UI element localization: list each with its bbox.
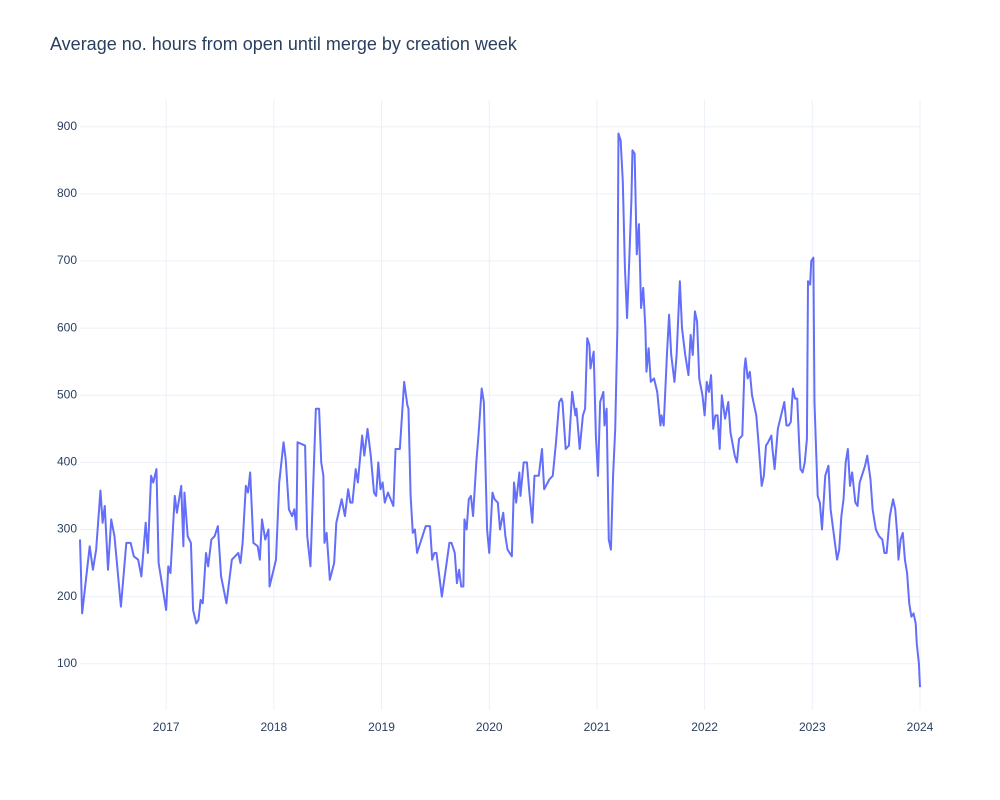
y-tick-label: 600: [57, 320, 77, 334]
x-tick-label: 2021: [584, 720, 611, 734]
y-tick-label: 900: [57, 119, 77, 133]
line-series: [79, 132, 921, 688]
y-tick-label: 500: [57, 387, 77, 401]
x-tick-label: 2020: [476, 720, 503, 734]
y-tick-label: 300: [57, 522, 77, 536]
y-tick-label: 200: [57, 589, 77, 603]
x-tick-label: 2022: [691, 720, 718, 734]
chart-title: Average no. hours from open until merge …: [50, 34, 518, 54]
y-tick-label: 100: [57, 656, 77, 670]
y-tick-label: 400: [57, 455, 77, 469]
x-tick-label: 2024: [907, 720, 934, 734]
x-tick-label: 2017: [153, 720, 180, 734]
x-tick-label: 2018: [260, 720, 287, 734]
x-tick-label: 2019: [368, 720, 395, 734]
x-tick-label: 2023: [799, 720, 826, 734]
y-tick-label: 700: [57, 253, 77, 267]
y-tick-label: 800: [57, 186, 77, 200]
